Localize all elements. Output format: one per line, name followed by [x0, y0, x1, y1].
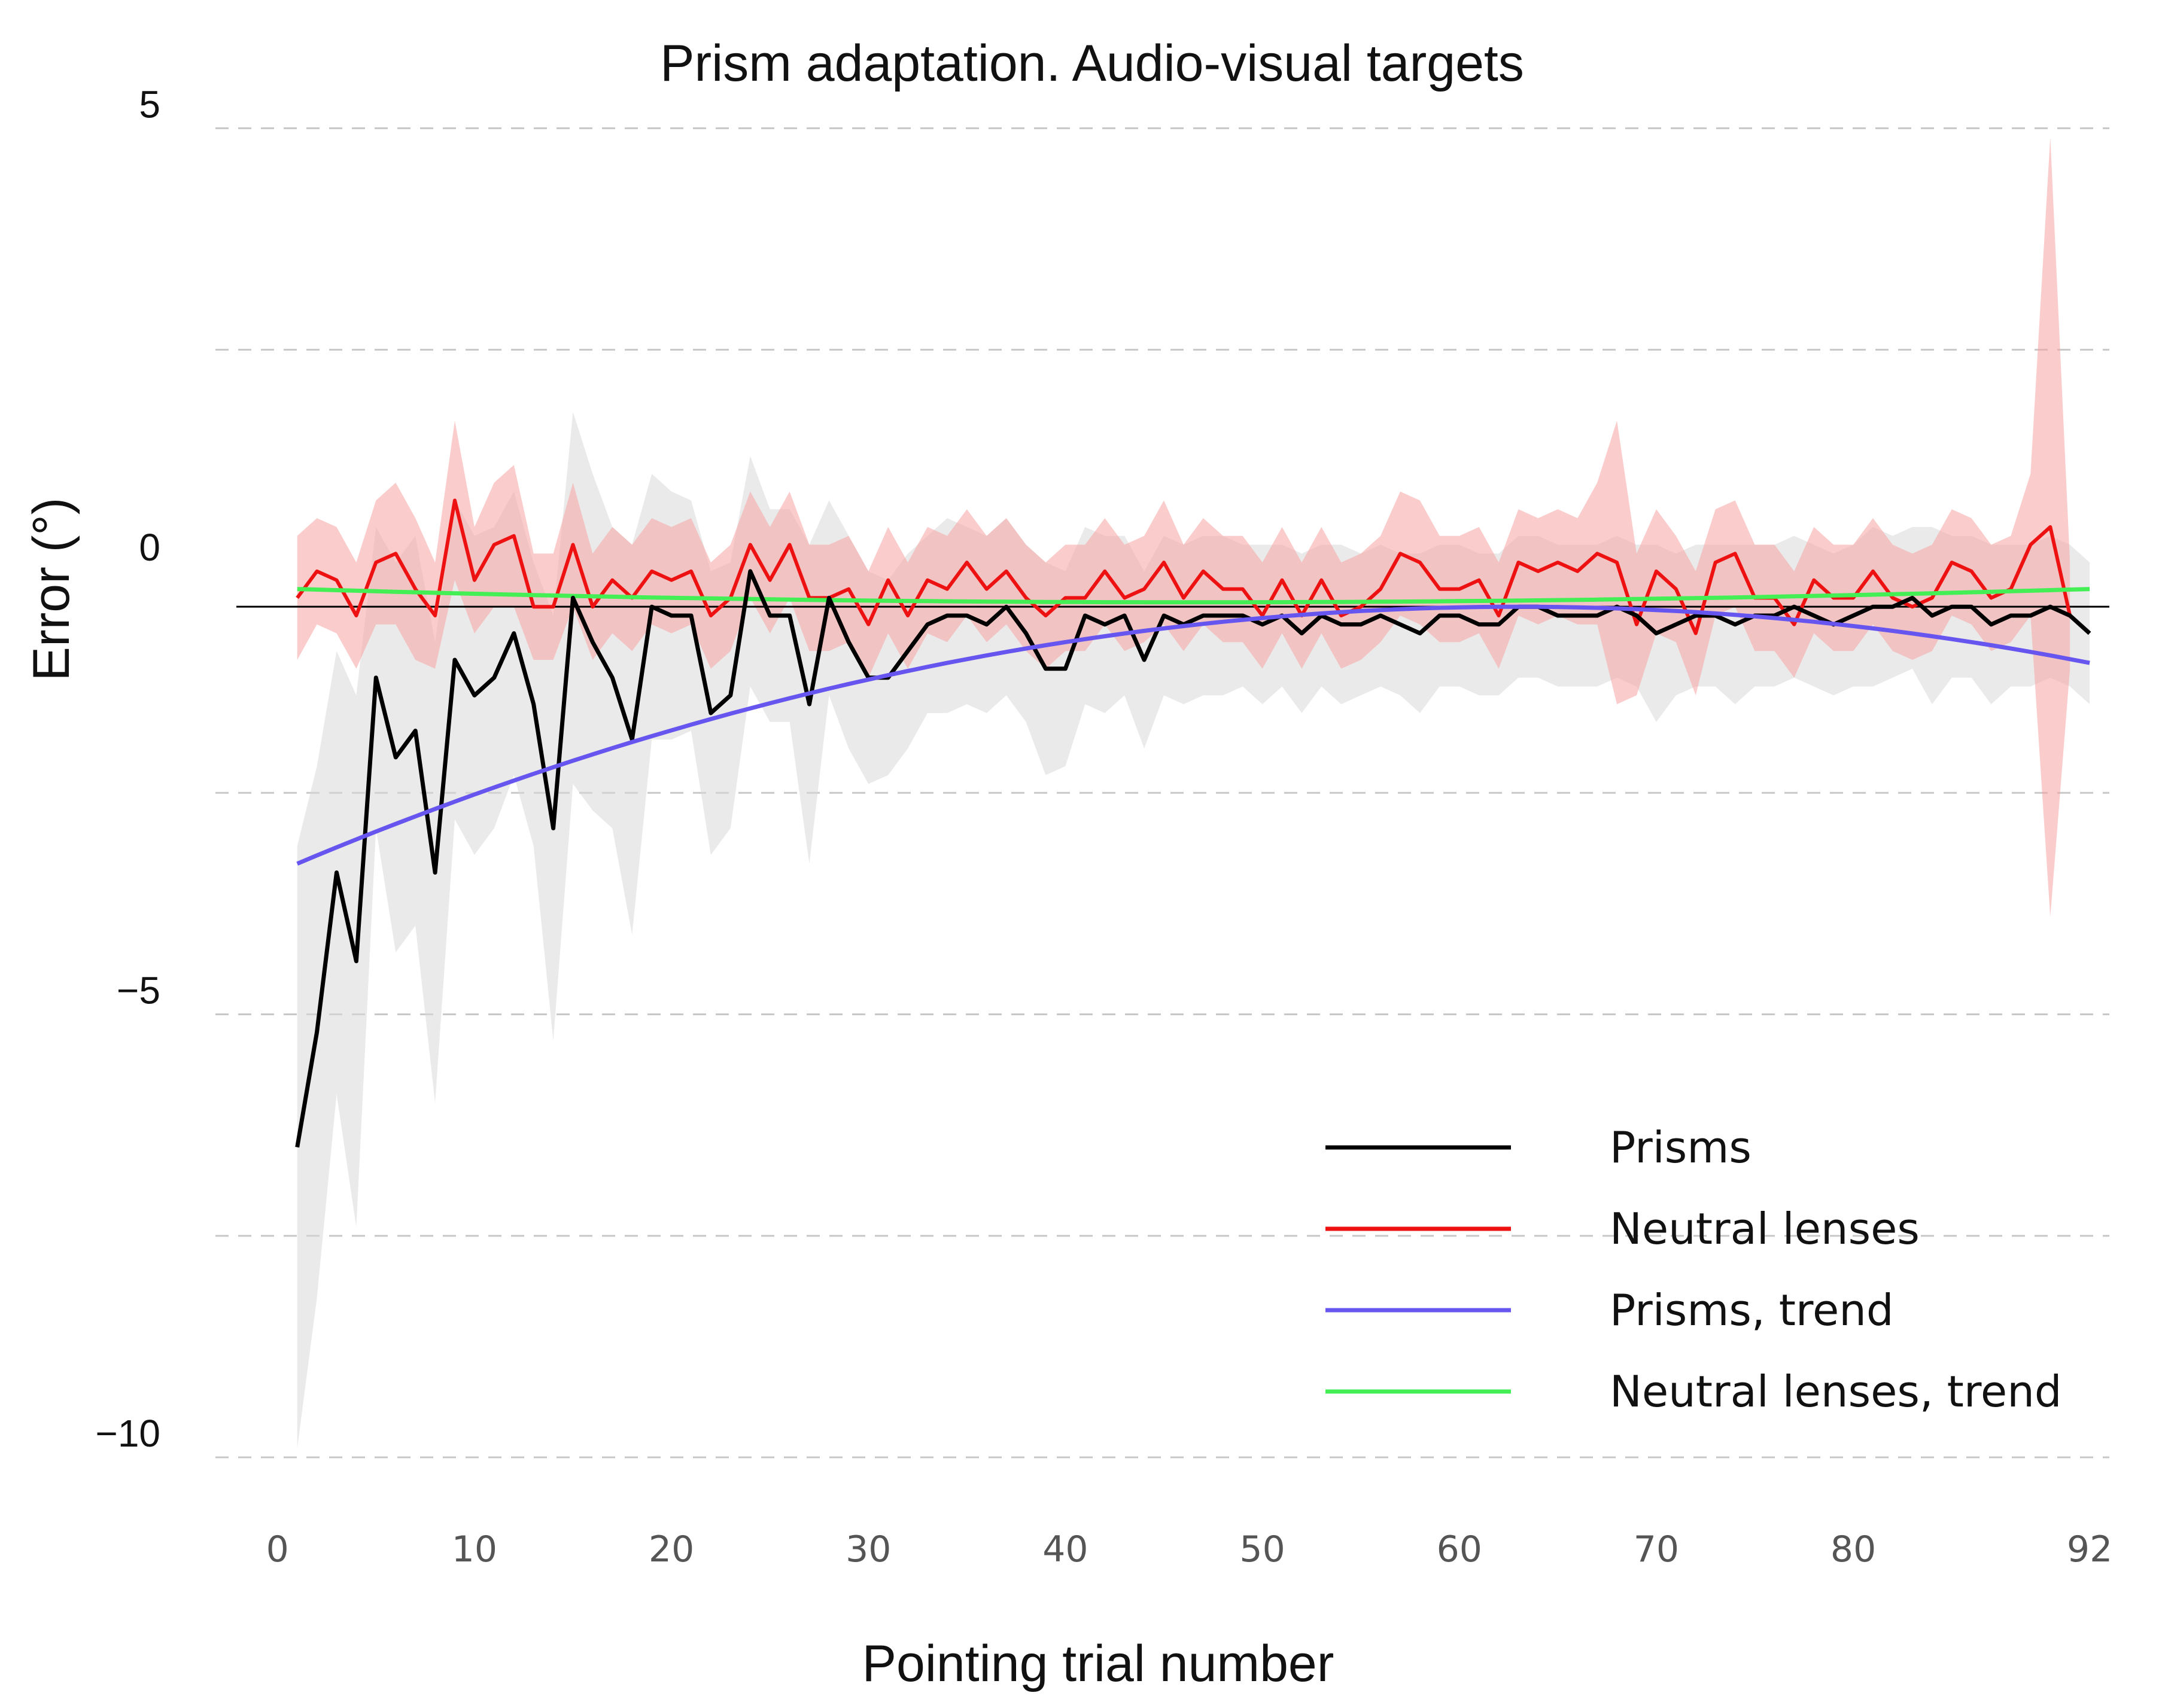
legend-label: Neutral lenses, trend — [1610, 1366, 2062, 1417]
legend: Prisms Neutral lenses Prisms, trend Neutral… — [1325, 1122, 2062, 1417]
confidence-bands — [297, 137, 2090, 1449]
x-tick-label: 92 — [2067, 1529, 2112, 1570]
x-tick-label: 20 — [649, 1529, 694, 1570]
x-tick-label: 50 — [1239, 1529, 1285, 1570]
x-axis-label: Pointing trial number — [862, 1635, 1334, 1692]
data-lines — [236, 498, 2109, 1148]
x-tick-label: 80 — [1830, 1529, 1876, 1570]
y-tick-label: 5 — [139, 83, 160, 126]
x-tick-label: 70 — [1634, 1529, 1679, 1570]
legend-label: Prisms — [1610, 1122, 1752, 1173]
x-tick-labels: 0 10 20 30 40 50 60 70 80 92 — [266, 1529, 2113, 1570]
band-neutral-lenses — [297, 137, 2070, 917]
y-tick-labels: 5 0 −5 −10 — [95, 83, 160, 1455]
y-tick-label: 0 — [139, 526, 160, 569]
x-tick-label: 0 — [266, 1529, 289, 1570]
x-tick-label: 30 — [846, 1529, 891, 1570]
legend-label: Neutral lenses — [1610, 1204, 1920, 1254]
chart-title: Prism adaptation. Audio-visual targets — [660, 35, 1524, 92]
x-tick-label: 10 — [452, 1529, 497, 1570]
y-tick-label: −10 — [95, 1412, 160, 1455]
series-neutral-lenses-trend — [297, 587, 2090, 605]
y-tick-label: −5 — [117, 969, 160, 1012]
x-tick-label: 60 — [1437, 1529, 1482, 1570]
series-prisms-trend — [296, 604, 2090, 866]
grid-lines — [215, 127, 2109, 1459]
series-prisms — [295, 569, 2091, 1148]
y-axis-label: Error (°) — [23, 498, 80, 681]
x-tick-label: 40 — [1042, 1529, 1088, 1570]
legend-label: Prisms, trend — [1610, 1285, 1894, 1335]
